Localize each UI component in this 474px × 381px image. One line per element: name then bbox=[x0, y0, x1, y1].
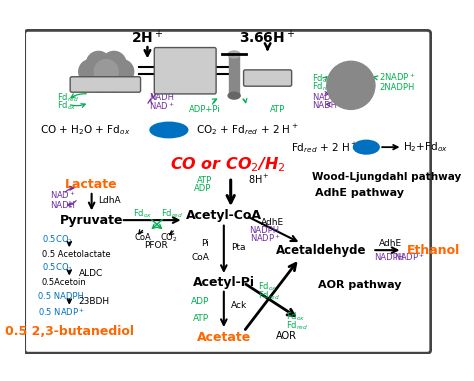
Text: CoA: CoA bbox=[135, 233, 152, 242]
Bar bbox=[229, 54, 239, 96]
Text: ADP+Pi: ADP+Pi bbox=[189, 105, 221, 114]
Text: Ethanol: Ethanol bbox=[407, 244, 460, 257]
Text: Pta: Pta bbox=[231, 243, 245, 252]
Text: Fd$_{ox}$: Fd$_{ox}$ bbox=[312, 72, 332, 85]
Text: 3.66H$^+$: 3.66H$^+$ bbox=[239, 29, 296, 47]
Text: Rnf-
ATPase
system: Rnf- ATPase system bbox=[167, 57, 203, 86]
Text: Fd$_{ox}$: Fd$_{ox}$ bbox=[134, 208, 153, 220]
Circle shape bbox=[102, 68, 126, 92]
Ellipse shape bbox=[150, 122, 188, 138]
Text: 0.5 NADP$^+$: 0.5 NADP$^+$ bbox=[37, 306, 85, 318]
Text: AOR pathway: AOR pathway bbox=[318, 280, 401, 290]
Text: 0.5 2,3-butanediol: 0.5 2,3-butanediol bbox=[5, 325, 134, 338]
Text: 0.5 Acetolactate: 0.5 Acetolactate bbox=[42, 250, 110, 259]
Text: ATP: ATP bbox=[197, 176, 212, 185]
Text: ALDC: ALDC bbox=[79, 269, 103, 278]
Text: CO$_2$ + Fd$_{red}$ + 2 H$^+$: CO$_2$ + Fd$_{red}$ + 2 H$^+$ bbox=[196, 123, 299, 138]
Circle shape bbox=[79, 59, 103, 83]
Text: Fd$_{red}$ + 2 H$^+$: Fd$_{red}$ + 2 H$^+$ bbox=[291, 140, 358, 155]
Text: Fd$_{ox}$: Fd$_{ox}$ bbox=[258, 281, 277, 293]
Text: NAD$^+$: NAD$^+$ bbox=[149, 100, 175, 112]
FancyBboxPatch shape bbox=[155, 48, 216, 94]
Text: Fd$_{ox}$: Fd$_{ox}$ bbox=[57, 100, 77, 112]
Text: NAD$^+$: NAD$^+$ bbox=[50, 189, 76, 201]
Text: NADH: NADH bbox=[50, 201, 75, 210]
Circle shape bbox=[109, 59, 134, 83]
Text: ATPase: ATPase bbox=[249, 74, 286, 83]
Text: NADP$^+$: NADP$^+$ bbox=[250, 232, 281, 244]
Text: Fd$_{red}$: Fd$_{red}$ bbox=[57, 91, 79, 104]
Text: Acetyl-CoA: Acetyl-CoA bbox=[186, 209, 262, 223]
Text: AdhE: AdhE bbox=[379, 239, 402, 248]
Text: CO or CO$_2$/H$_2$: CO or CO$_2$/H$_2$ bbox=[170, 155, 286, 174]
Text: 2H$^+$: 2H$^+$ bbox=[131, 29, 164, 47]
Text: Acetaldehyde: Acetaldehyde bbox=[275, 244, 366, 257]
Text: HD: HD bbox=[358, 142, 374, 152]
Text: NADPH: NADPH bbox=[374, 253, 404, 261]
FancyBboxPatch shape bbox=[70, 77, 141, 92]
Circle shape bbox=[94, 59, 118, 83]
Text: NADPH: NADPH bbox=[250, 226, 280, 235]
Text: Fd$_{red}$: Fd$_{red}$ bbox=[312, 81, 334, 93]
Ellipse shape bbox=[228, 51, 240, 58]
Text: Pi: Pi bbox=[201, 239, 209, 248]
Text: CO + H$_2$O + Fd$_{ox}$: CO + H$_2$O + Fd$_{ox}$ bbox=[40, 123, 130, 137]
Text: NADP$^+$: NADP$^+$ bbox=[394, 251, 425, 263]
Text: NADH: NADH bbox=[312, 101, 337, 110]
Text: 0.5Acetoin: 0.5Acetoin bbox=[42, 278, 87, 287]
Text: 2NADPH: 2NADPH bbox=[379, 83, 415, 91]
Text: LdhA: LdhA bbox=[98, 196, 120, 205]
Text: 23BDH: 23BDH bbox=[79, 297, 110, 306]
Text: Fd$_{ox}$: Fd$_{ox}$ bbox=[286, 311, 306, 323]
Text: CODH: CODH bbox=[154, 125, 183, 134]
FancyBboxPatch shape bbox=[25, 30, 431, 353]
Text: ADP: ADP bbox=[194, 184, 212, 193]
Text: 2NADP$^+$: 2NADP$^+$ bbox=[379, 71, 416, 83]
Text: Fd$_{red}$: Fd$_{red}$ bbox=[286, 319, 309, 332]
Text: AdhE pathway: AdhE pathway bbox=[315, 188, 404, 198]
FancyBboxPatch shape bbox=[244, 70, 292, 86]
Text: AdhE: AdhE bbox=[261, 218, 284, 227]
Circle shape bbox=[86, 51, 110, 75]
Text: NADH: NADH bbox=[149, 93, 174, 102]
Text: Pyruvate: Pyruvate bbox=[60, 214, 123, 227]
Text: CO$_2$: CO$_2$ bbox=[160, 231, 178, 243]
Text: Lactate: Lactate bbox=[65, 178, 118, 190]
Circle shape bbox=[327, 61, 375, 109]
Text: ADP: ADP bbox=[191, 297, 209, 306]
Text: NAD$^+$: NAD$^+$ bbox=[312, 91, 338, 103]
Text: 0.5 NADPH: 0.5 NADPH bbox=[37, 292, 83, 301]
Ellipse shape bbox=[354, 140, 379, 154]
Text: PFOR: PFOR bbox=[144, 242, 168, 250]
Text: 8H$^+$: 8H$^+$ bbox=[248, 173, 270, 186]
Ellipse shape bbox=[228, 92, 240, 99]
Text: 0.5CO$_2$: 0.5CO$_2$ bbox=[42, 262, 73, 274]
Text: Acetate: Acetate bbox=[197, 331, 251, 344]
Text: Wood-Ljungdahl pathway: Wood-Ljungdahl pathway bbox=[312, 172, 462, 182]
Text: 0.5CO$_2$: 0.5CO$_2$ bbox=[42, 234, 73, 246]
Text: Rnf complex: Rnf complex bbox=[76, 80, 135, 89]
Circle shape bbox=[86, 68, 110, 92]
Text: ATP: ATP bbox=[270, 105, 285, 114]
Text: ATP: ATP bbox=[193, 314, 209, 323]
Text: Ack: Ack bbox=[231, 301, 247, 311]
Circle shape bbox=[102, 51, 126, 75]
Text: AOR: AOR bbox=[276, 331, 297, 341]
Text: Nfn: Nfn bbox=[340, 80, 362, 90]
Text: Acetyl-Pi: Acetyl-Pi bbox=[193, 276, 255, 289]
Text: Fd$_{red}$: Fd$_{red}$ bbox=[161, 208, 183, 220]
Text: H$_2$+Fd$_{ox}$: H$_2$+Fd$_{ox}$ bbox=[403, 140, 448, 154]
Text: CoA: CoA bbox=[191, 253, 209, 261]
Text: Fd$_{red}$: Fd$_{red}$ bbox=[258, 290, 280, 302]
